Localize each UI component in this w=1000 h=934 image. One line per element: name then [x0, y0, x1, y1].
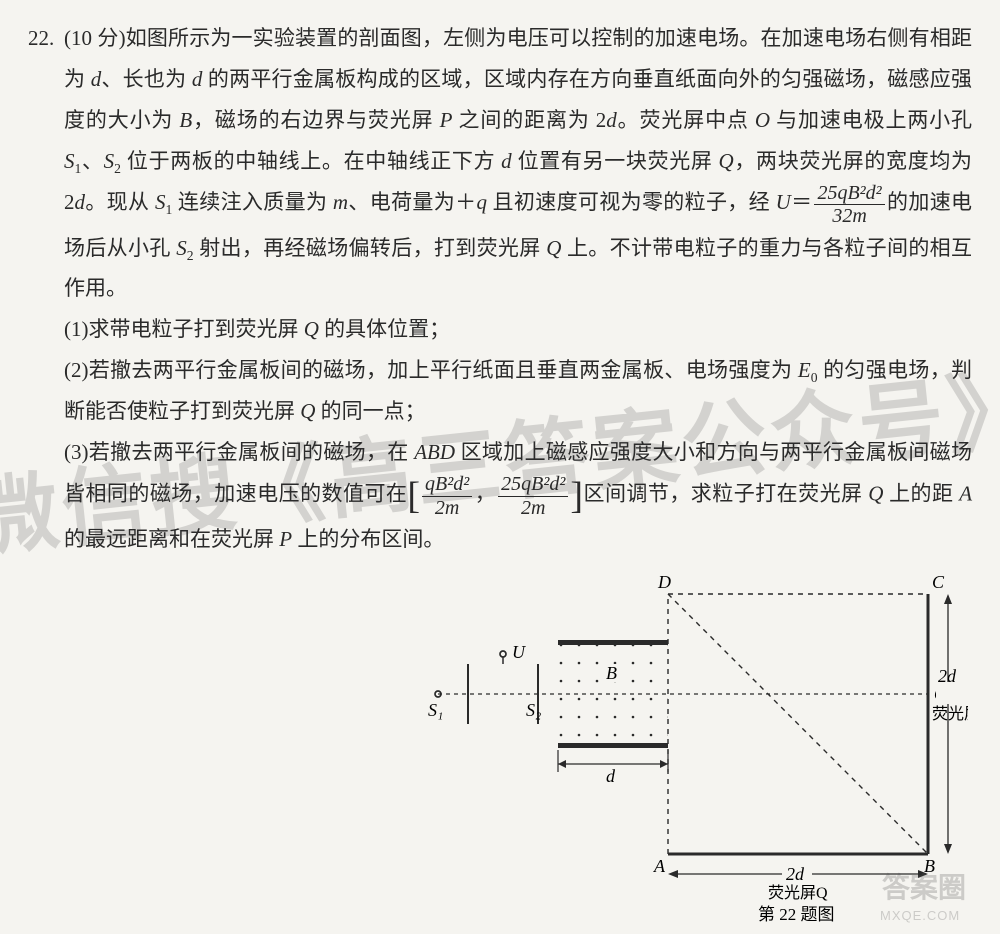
figure-caption: 第 22 题图 — [758, 905, 835, 924]
problem-number: 22. — [28, 18, 64, 59]
label-D: D — [657, 572, 671, 592]
part-2: (2)若撤去两平行金属板间的磁场，加上平行纸面且垂直两金属板、电场强度为 E0 … — [64, 350, 972, 432]
label-d: d — [606, 766, 616, 786]
problem-22: 22. (10 分)如图所示为一实验装置的剖面图，左侧为电压可以控制的加速电场。… — [28, 18, 972, 560]
label-S2: S₂ — [526, 700, 541, 720]
fraction-hi: 25qB²d²2m — [496, 473, 570, 519]
label-S1: S₁ — [428, 700, 443, 720]
corner-watermark: 答案圈 MXQE.COM — [872, 866, 992, 930]
problem-points: (10 分) — [64, 26, 126, 50]
label-2d-h: 2d — [786, 864, 805, 884]
subparts: (1)求带电粒子打到荧光屏 Q 的具体位置； (2)若撤去两平行金属板间的磁场，… — [64, 309, 972, 559]
label-U: U — [512, 642, 526, 662]
problem-body: (10 分)如图所示为一实验装置的剖面图，左侧为电压可以控制的加速电场。在加速电… — [64, 18, 972, 309]
label-2d-v: 2d — [938, 666, 957, 686]
label-screenQ: 荧光屏Q — [768, 884, 828, 902]
corner-line1: 答案圈 — [882, 866, 966, 906]
label-Bfield: B — [606, 663, 617, 683]
label-screenP: 荧光屏P — [932, 705, 968, 723]
part-3: (3)若撤去两平行金属板间的磁场，在 ABD 区域加上磁感应强度大小和方向与两平… — [64, 432, 972, 560]
part-1: (1)求带电粒子打到荧光屏 Q 的具体位置； — [64, 309, 972, 350]
fraction-U: 25qB²d²32m — [812, 182, 886, 228]
label-A: A — [653, 856, 666, 876]
fraction-lo: qB²d²2m — [420, 473, 474, 519]
corner-line2: MXQE.COM — [880, 908, 960, 923]
label-C: C — [932, 572, 945, 592]
